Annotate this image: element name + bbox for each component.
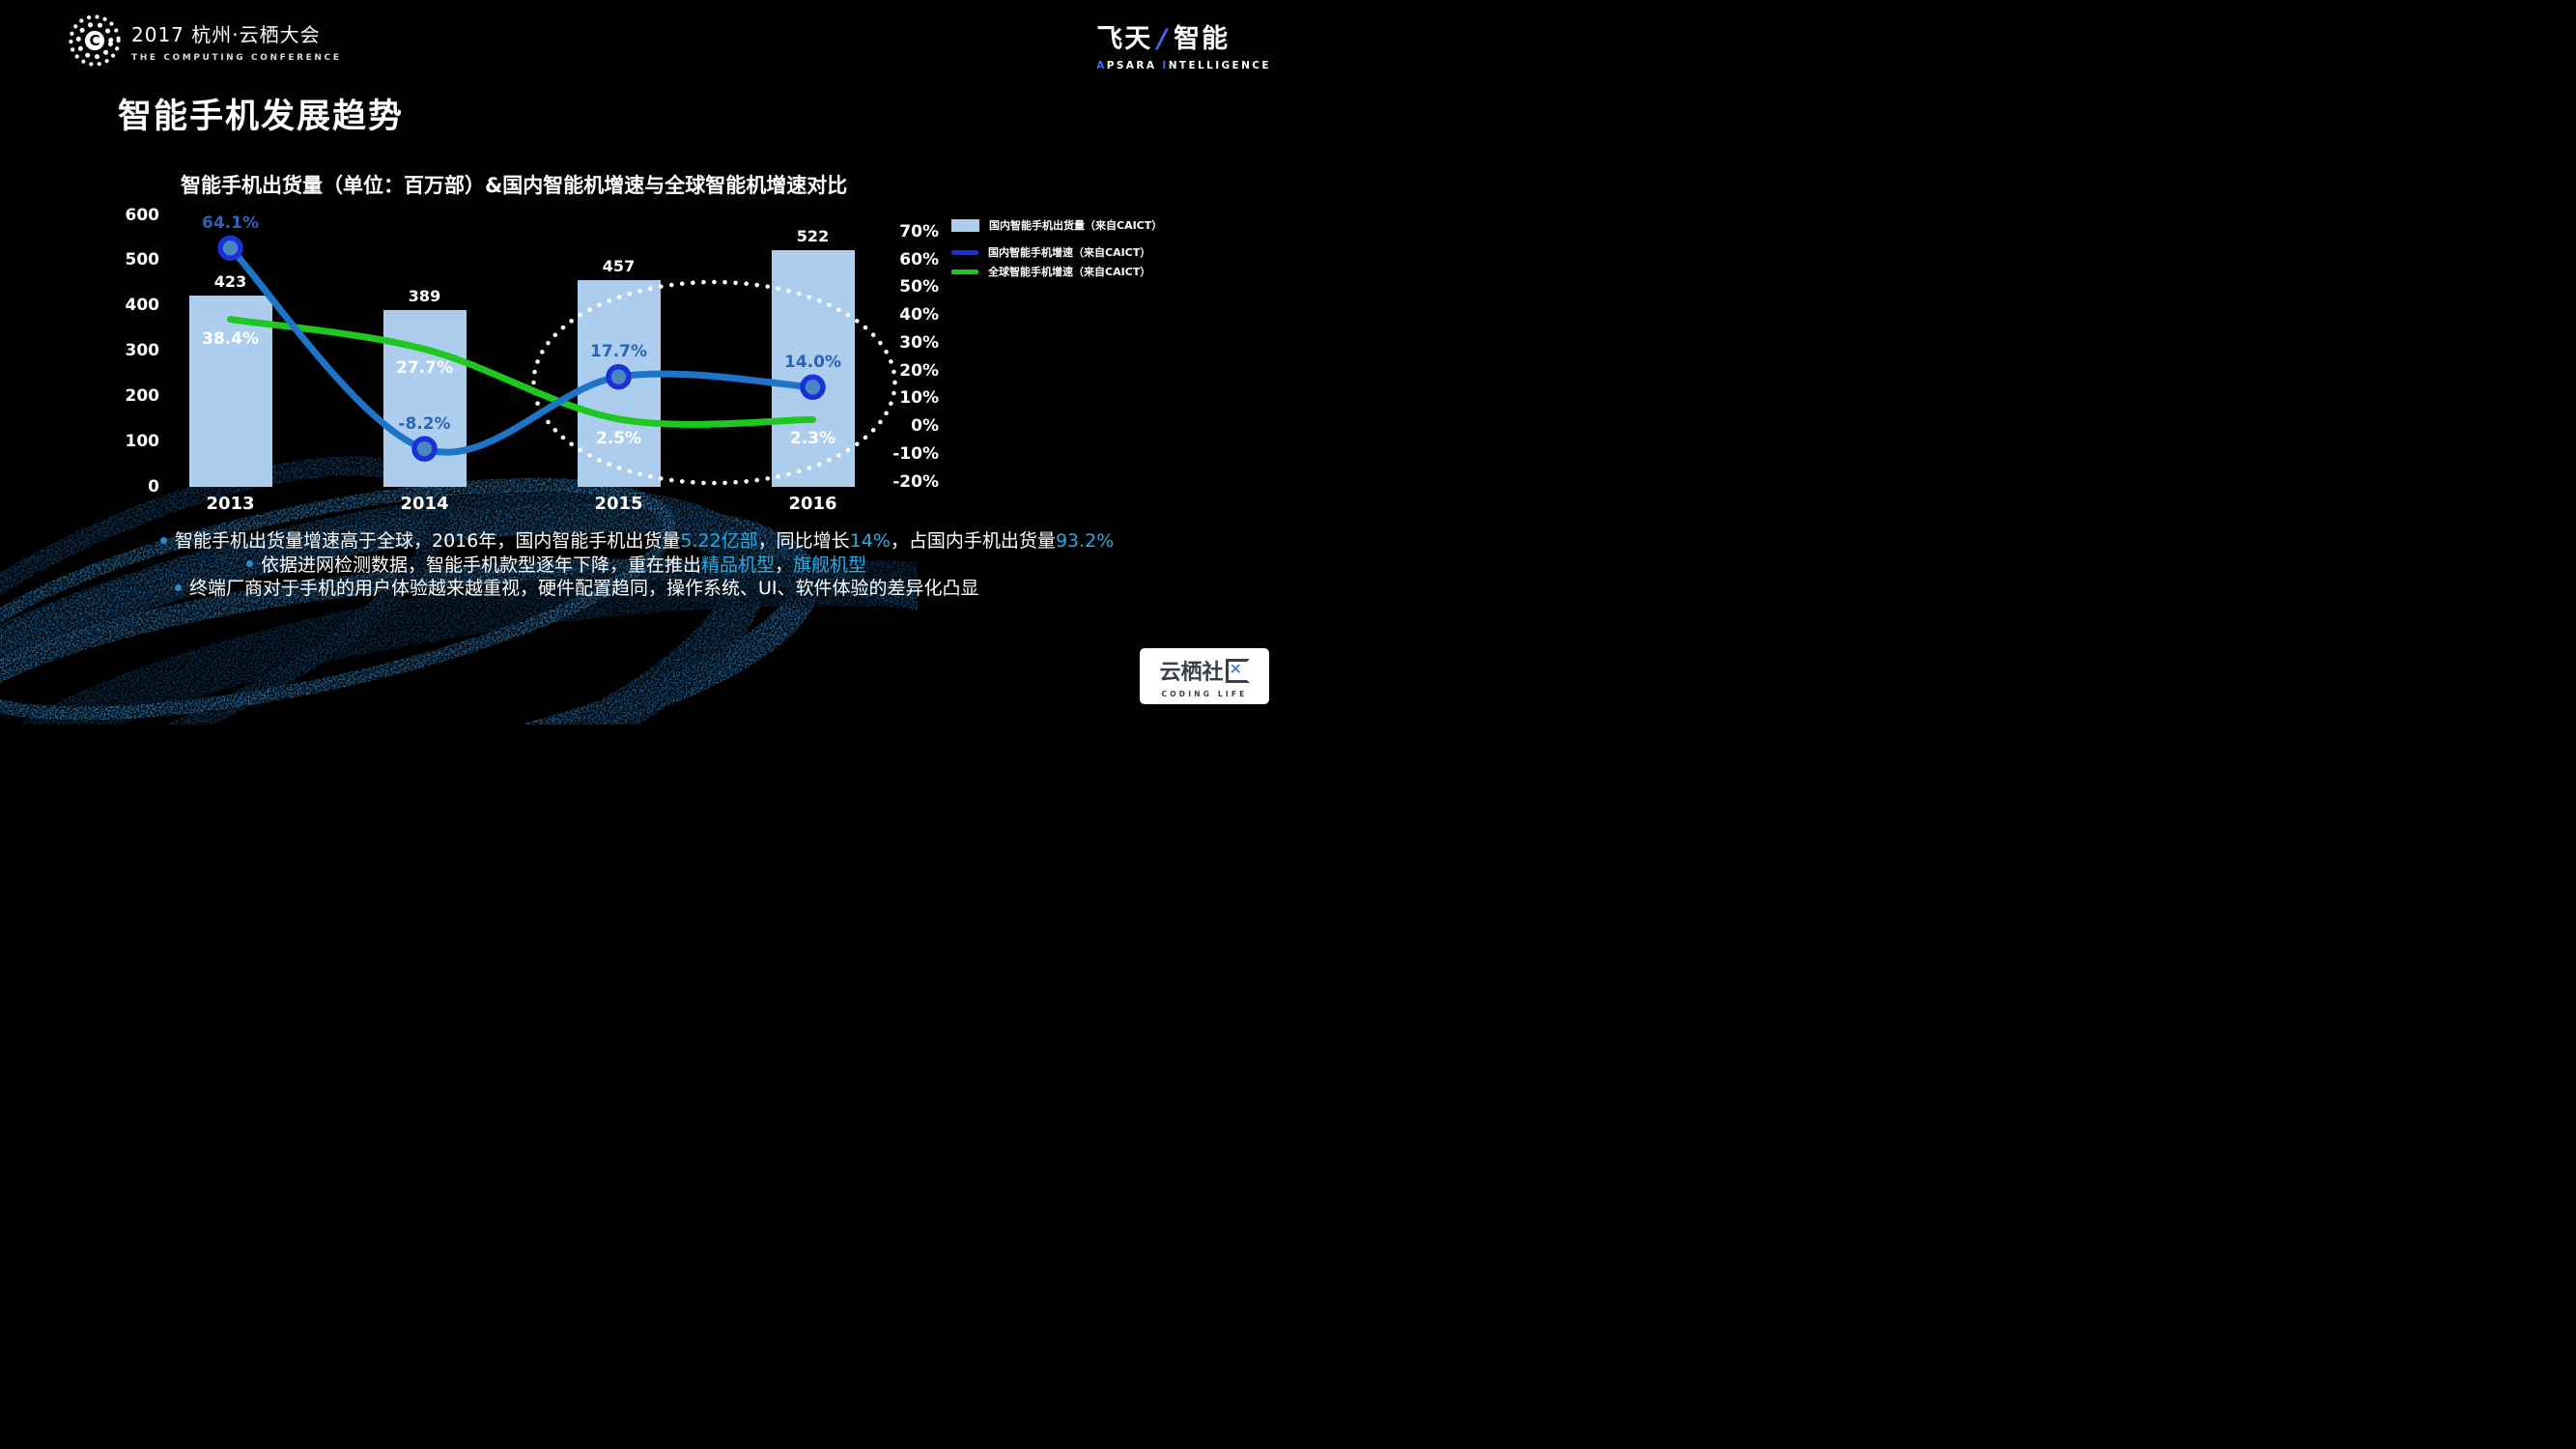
brand-subtitle-segment: PSARA (1106, 60, 1163, 71)
x-axis-label: 2016 (788, 494, 837, 514)
legend-item: 全球智能手机增速（来自CAICT） (951, 264, 1150, 279)
header-left: C 2017 杭州·云栖大会 THE COMPUTING CONFERENCE (68, 14, 341, 68)
bullet-dot-icon (246, 560, 253, 567)
brand-subtitle-segment: NTELLIGENCE (1168, 60, 1271, 71)
qu-character-box: ✕ (1225, 658, 1250, 683)
brand-cn-left: 飞天 (1096, 24, 1153, 54)
highlighted-text: 旗舰机型 (793, 554, 867, 576)
legend-label: 国内智能手机出货量（来自CAICT） (989, 219, 1163, 232)
conference-subtitle: THE COMPUTING CONFERENCE (131, 52, 342, 63)
community-badge: 云栖社 ✕ CODING LIFE (1140, 648, 1269, 704)
x-axis-label: 2013 (206, 494, 255, 514)
bullet-text: ，占国内手机出货量 (890, 530, 1056, 552)
highlighted-text: 93.2% (1055, 530, 1115, 552)
global-growth-label: 2.3% (789, 429, 836, 449)
bar-2014 (382, 310, 467, 487)
domestic-growth-label: 14.0% (784, 352, 841, 372)
badge-cn: 云栖社 ✕ (1147, 655, 1261, 686)
bullet-dot-icon (175, 583, 182, 591)
domestic-growth-label: 64.1% (202, 213, 259, 233)
domestic-growth-line (227, 244, 816, 456)
bullet-dot-icon (160, 536, 167, 544)
bullet-text: 智能手机出货量增速高于全球，2016年，国内智能手机出货量 (175, 530, 681, 552)
bullet-text: ，同比增长 (757, 530, 850, 552)
right-axis-tick: 60% (899, 249, 939, 270)
bullet-item: 终端厂商对于手机的用户体验越来越重视，硬件配置趋同，操作系统、UI、软件体验的差… (0, 577, 1288, 601)
right-axis-tick: 0% (911, 416, 939, 436)
bullet-text: 依据进网检测数据，智能手机款型逐年下降，重在推出 (261, 554, 702, 576)
right-axis-tick: 10% (899, 388, 939, 409)
left-axis-tick: 300 (125, 341, 160, 361)
page-title: 智能手机发展趋势 (118, 98, 405, 136)
bar-value-label: 423 (213, 271, 247, 291)
right-axis-tick: 50% (899, 277, 939, 298)
domestic-growth-label: -8.2% (398, 413, 451, 434)
blue-x-icon: ✕ (1229, 659, 1242, 678)
legend-swatch (951, 218, 979, 232)
conference-text: 2017 杭州·云栖大会 THE COMPUTING CONFERENCE (131, 19, 341, 63)
highlighted-text: 精品机型 (701, 554, 776, 576)
bullet-text: 终端厂商对于手机的用户体验越来越重视，硬件配置趋同，操作系统、UI、软件体验的差… (189, 578, 979, 599)
brand-slash: / (1157, 24, 1170, 54)
brand-subtitle-segment: A (1096, 60, 1107, 71)
global-growth-label: 27.7% (396, 358, 453, 379)
bullet-list: 智能手机出货量增速高于全球，2016年，国内智能手机出货量5.22亿部，同比增长… (0, 529, 1288, 601)
left-axis-tick: 400 (125, 296, 160, 316)
brand-title: 飞天 / 智能 (1096, 17, 1271, 55)
slide: C 2017 杭州·云栖大会 THE COMPUTING CONFERENCE … (0, 0, 1288, 724)
brand-right: 飞天 / 智能 APSARA INTELLIGENCE (1096, 17, 1271, 71)
left-axis-tick: 600 (125, 205, 160, 225)
chart-title: 智能手机出货量（单位：百万部）&国内智能机增速与全球智能机增速对比 (181, 174, 848, 197)
x-axis-label: 2014 (400, 494, 449, 514)
badge-en: CODING LIFE (1161, 690, 1248, 698)
right-axis-tick: -20% (892, 471, 939, 492)
brand-cn-right: 智能 (1174, 24, 1231, 54)
legend-swatch (951, 269, 978, 274)
domestic-growth-label: 17.7% (590, 342, 647, 362)
conference-logo-icon: C (69, 14, 121, 67)
right-axis-tick: 20% (899, 360, 939, 381)
legend-label: 全球智能手机增速（来自CAICT） (988, 266, 1151, 278)
left-axis-tick: 500 (125, 250, 160, 270)
bar-2015 (577, 279, 661, 487)
right-axis-tick: 30% (899, 332, 939, 353)
bar-value-label: 389 (408, 287, 441, 306)
data-point-marker (217, 235, 243, 261)
global-growth-label: 38.4% (202, 328, 259, 349)
combo-chart: 600 500 400 300 200 100 0 70% 60% 50% 40% 30% 20% 10%… (126, 206, 1163, 541)
highlighted-text: 5.22亿部 (680, 530, 758, 552)
bar-value-label: 522 (796, 227, 830, 246)
highlighted-text: 14% (849, 530, 891, 552)
bullet-item: 依据进网检测数据，智能手机款型逐年下降，重在推出精品机型，旗舰机型 (0, 554, 1288, 578)
logo-letter: C (89, 32, 99, 49)
brand-subtitle-segment: I (1162, 60, 1169, 71)
global-growth-label: 2.5% (595, 428, 642, 448)
conference-title: 2017 杭州·云栖大会 (131, 22, 321, 46)
bullet-text: ， (775, 554, 794, 576)
left-axis-tick: 100 (125, 432, 160, 452)
bar-value-label: 457 (602, 256, 636, 275)
left-axis-tick: 0 (148, 477, 159, 497)
global-growth-line (227, 316, 816, 428)
left-axis-tick: 200 (125, 386, 160, 407)
legend-item: 国内智能手机增速（来自CAICT） (951, 244, 1150, 260)
right-axis-tick: -10% (892, 443, 939, 464)
legend-swatch (951, 249, 978, 255)
right-axis-tick: 70% (899, 221, 939, 242)
bar-2013 (188, 295, 272, 487)
bullet-item: 智能手机出货量增速高于全球，2016年，国内智能手机出货量5.22亿部，同比增长… (0, 529, 1288, 554)
legend-item: 国内智能手机出货量（来自CAICT） (951, 217, 1162, 233)
badge-cn-text: 云栖社 (1159, 661, 1224, 685)
brand-subtitle: APSARA INTELLIGENCE (1096, 60, 1271, 71)
x-axis-label: 2015 (594, 494, 643, 514)
legend-label: 国内智能手机增速（来自CAICT） (988, 246, 1151, 259)
right-axis-tick: 40% (899, 305, 939, 325)
